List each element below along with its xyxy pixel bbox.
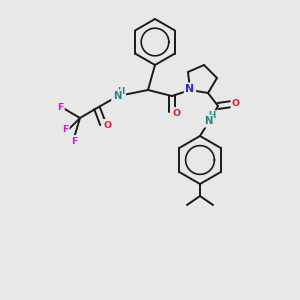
Text: F: F: [62, 125, 68, 134]
Text: H: H: [117, 88, 124, 97]
Text: O: O: [173, 109, 181, 118]
Text: O: O: [104, 121, 112, 130]
Text: N: N: [185, 84, 195, 94]
Text: H: H: [208, 112, 216, 121]
Text: F: F: [57, 103, 63, 112]
Text: N: N: [204, 116, 212, 126]
Text: O: O: [232, 100, 240, 109]
Text: F: F: [71, 136, 77, 146]
Text: N: N: [113, 91, 121, 101]
